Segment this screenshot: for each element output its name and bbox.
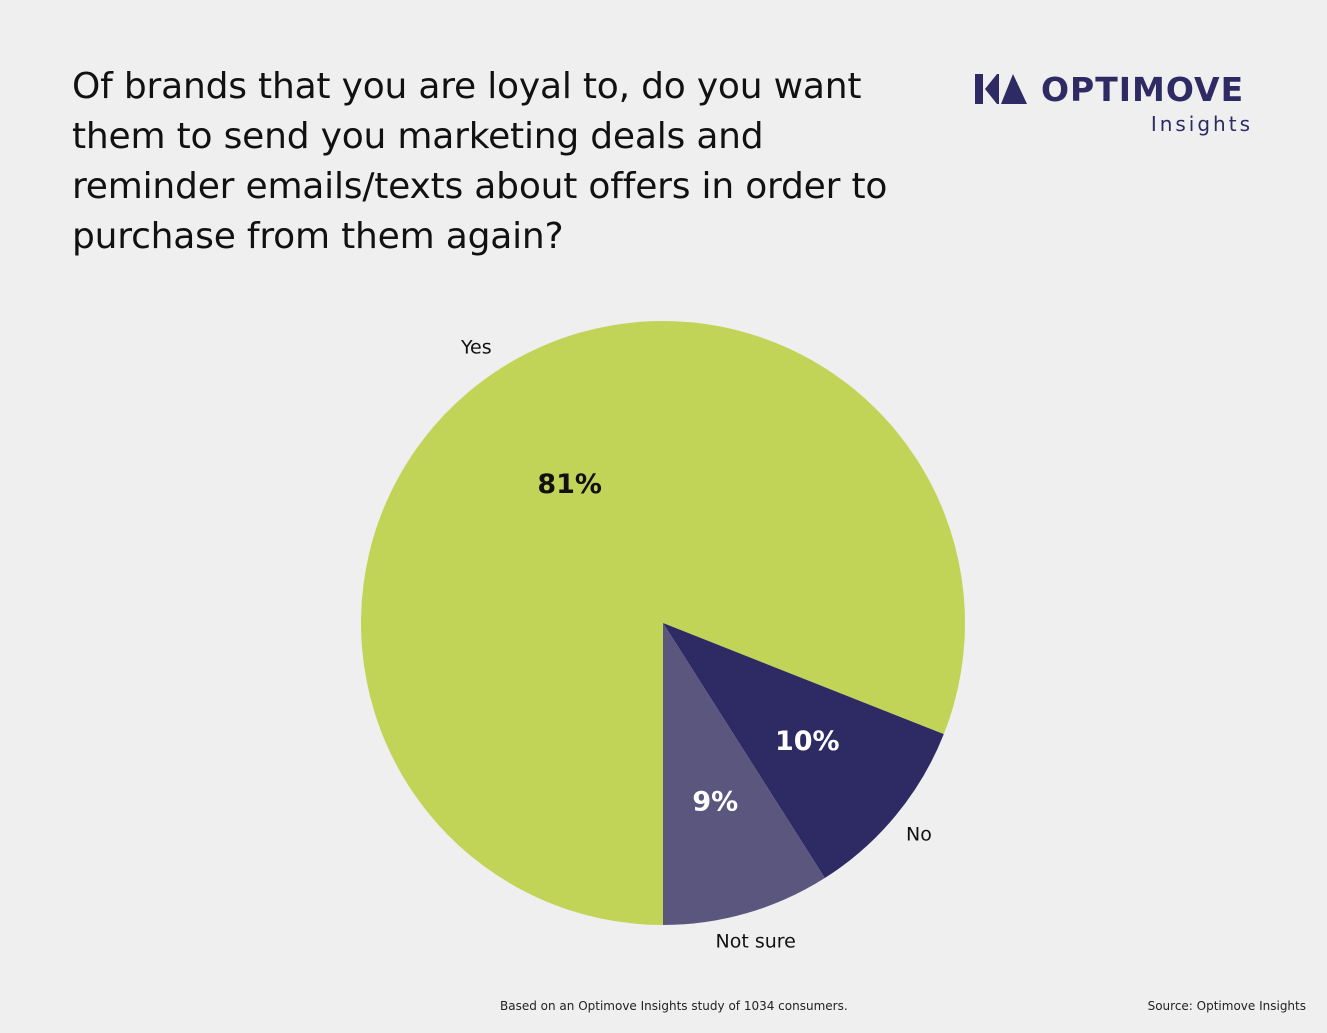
logo-subtitle: Insights: [1150, 112, 1253, 136]
optimove-logo-icon: [975, 74, 1027, 104]
category-label-yes: Yes: [460, 337, 492, 359]
optimove-logo: OPTIMOVE Insights: [973, 70, 1253, 140]
pie-slice-no: [663, 623, 944, 878]
chart-title: Of brands that you are loyal to, do you …: [72, 66, 888, 257]
pie-slice-yes: [361, 321, 966, 926]
category-label-no: No: [906, 823, 932, 845]
footnote: Based on an Optimove Insights study of 1…: [500, 999, 848, 1013]
category-label-not-sure: Not sure: [716, 931, 796, 953]
logo-wordmark: OPTIMOVE: [1041, 70, 1245, 109]
value-label-yes: 81%: [537, 469, 602, 500]
pie-slice-not-sure: [663, 623, 825, 925]
value-label-no: 10%: [775, 726, 840, 757]
source-note: Source: Optimove Insights: [1147, 999, 1306, 1013]
value-label-not-sure: 9%: [692, 786, 738, 817]
